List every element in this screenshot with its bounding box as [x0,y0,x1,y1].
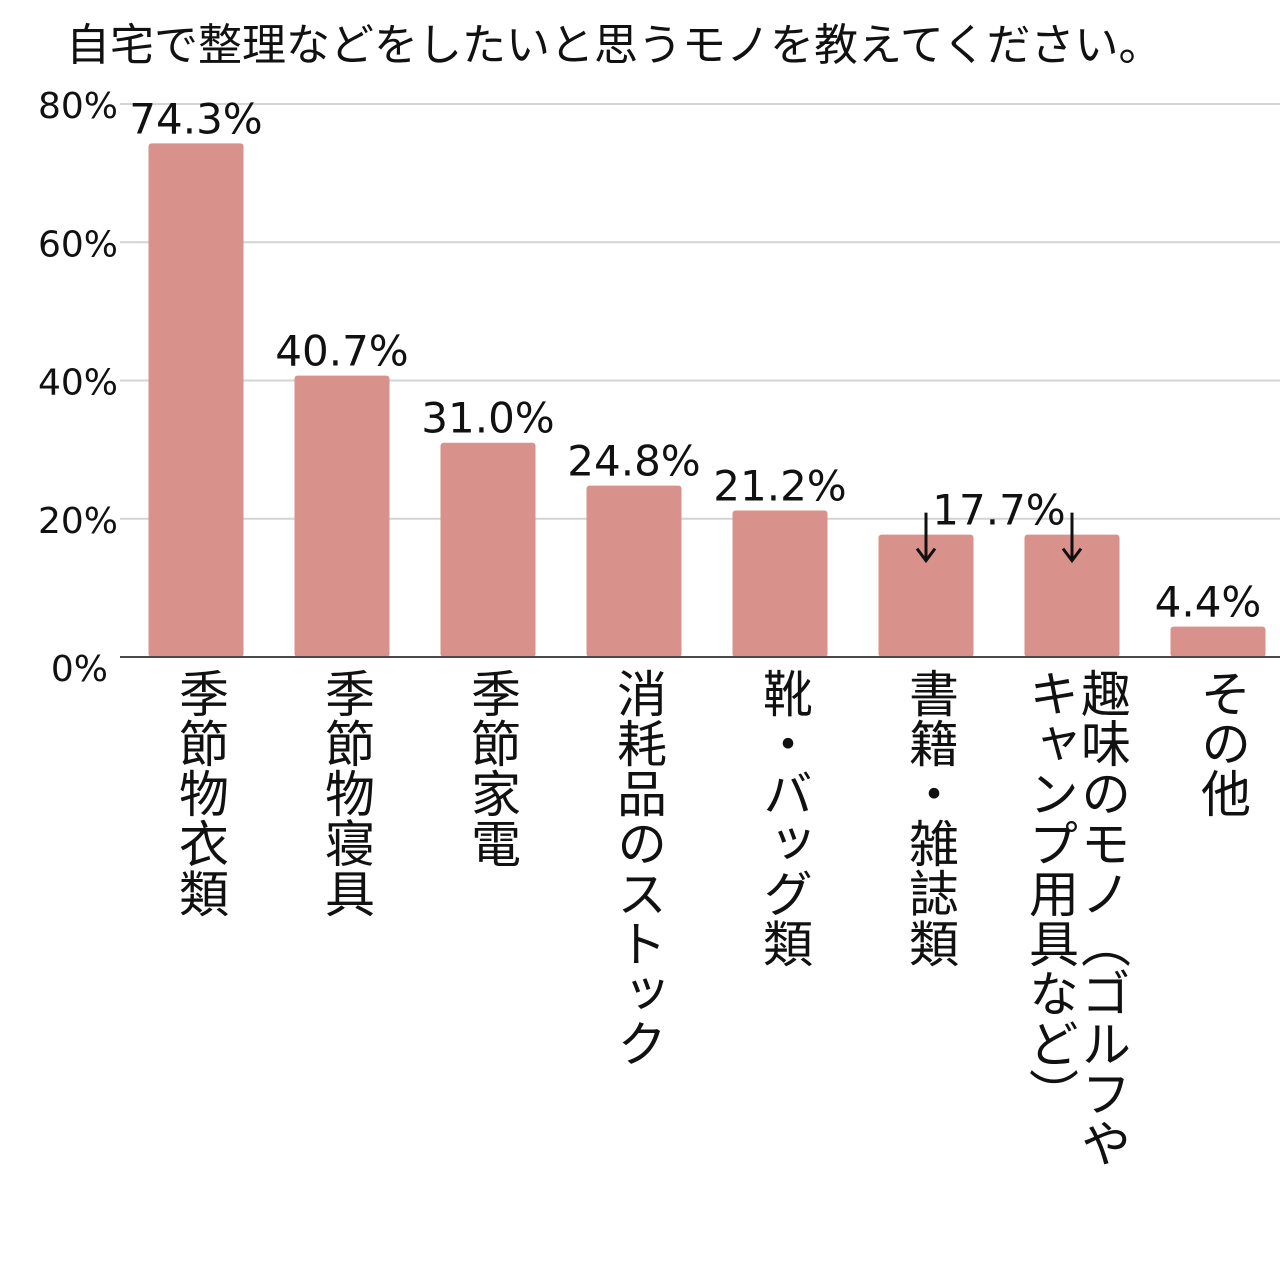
data-label: 24.8% [567,437,700,486]
category-label: 消耗品のストック [609,668,667,1068]
category-label: その他 [1193,668,1251,818]
data-labels: 74.3% 40.7% 31.0% 24.8% 21.2% 17.7% 4.4% [129,94,1261,626]
data-label: 74.3% [129,94,262,143]
pointer-arrows [915,512,1083,564]
bar [440,442,536,657]
data-label: 31.0% [421,394,554,443]
bar [148,143,244,657]
data-label: 40.7% [275,327,408,376]
y-tick-label: 0% [51,649,108,690]
bar [294,375,390,657]
data-label: 4.4% [1155,578,1262,627]
category-label: キャンプ用具など） [1021,668,1079,1118]
pointer-arrow [915,512,937,564]
category-label: 靴・バッグ類 [755,668,813,968]
bar [586,485,682,657]
category-label: 趣味のモノ（ゴルフや [1073,668,1131,1168]
bar [878,534,974,657]
y-tick-label: 80% [38,86,118,127]
category-label: 季節物衣類 [171,668,229,918]
y-tick-label: 20% [38,501,118,542]
y-tick-label: 40% [38,363,118,404]
bar [1170,626,1266,657]
category-label: 季節家電 [463,668,521,868]
category-label: 季節物寝具 [317,668,375,918]
bar [732,510,828,657]
pointer-arrow [1061,512,1083,564]
chart-title: 自宅で整理などをしたいと思うモノを教えてください。 [66,20,1162,71]
data-label: 17.7% [932,486,1065,535]
y-axis-ticks: 0% 20% 40% 60% 80% [38,86,118,690]
category-label: 書籍・雑誌類 [901,668,959,968]
bar [1024,534,1120,657]
y-tick-label: 60% [38,224,118,265]
bars [148,143,1266,657]
category-labels: 季節物衣類 季節物寝具 季節家電 消耗品のストック 靴・バッグ類 書籍・雑誌類 キャンプ用具… [171,668,1251,1168]
data-label: 21.2% [713,461,846,510]
